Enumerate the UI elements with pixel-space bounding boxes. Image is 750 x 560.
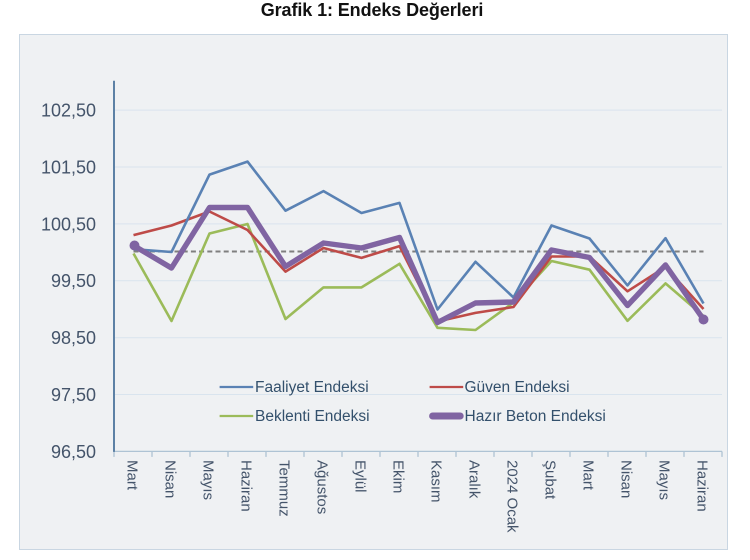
svg-text:Eylül: Eylül xyxy=(352,460,369,493)
svg-text:2024 Ocak: 2024 Ocak xyxy=(504,460,521,533)
svg-text:Mayıs: Mayıs xyxy=(200,460,217,500)
svg-text:96,50: 96,50 xyxy=(51,442,96,462)
svg-text:Güven Endeksi: Güven Endeksi xyxy=(465,379,570,396)
svg-text:Hazır Beton Endeksi: Hazır Beton Endeksi xyxy=(465,408,606,425)
svg-text:Faaliyet Endeksi: Faaliyet Endeksi xyxy=(255,379,369,396)
svg-text:Ağustos: Ağustos xyxy=(314,460,331,514)
svg-text:Nisan: Nisan xyxy=(618,460,635,498)
svg-text:Kasım: Kasım xyxy=(428,460,445,503)
svg-text:99,50: 99,50 xyxy=(51,271,96,291)
svg-text:101,50: 101,50 xyxy=(41,157,96,177)
svg-text:Haziran: Haziran xyxy=(238,460,255,512)
svg-text:Aralık: Aralık xyxy=(466,460,483,499)
svg-text:Ekim: Ekim xyxy=(390,460,407,493)
svg-text:97,50: 97,50 xyxy=(51,385,96,405)
svg-text:Şubat: Şubat xyxy=(542,460,559,500)
svg-text:Haziran: Haziran xyxy=(694,460,711,512)
svg-text:Nisan: Nisan xyxy=(162,460,179,498)
svg-text:Mart: Mart xyxy=(124,460,141,491)
svg-text:100,50: 100,50 xyxy=(41,214,96,234)
svg-text:98,50: 98,50 xyxy=(51,328,96,348)
svg-text:Mayıs: Mayıs xyxy=(656,460,673,500)
svg-text:Beklenti Endeksi: Beklenti Endeksi xyxy=(255,408,370,425)
svg-text:Temmuz: Temmuz xyxy=(276,460,293,517)
svg-text:102,50: 102,50 xyxy=(41,101,96,121)
svg-text:Mart: Mart xyxy=(580,460,597,491)
